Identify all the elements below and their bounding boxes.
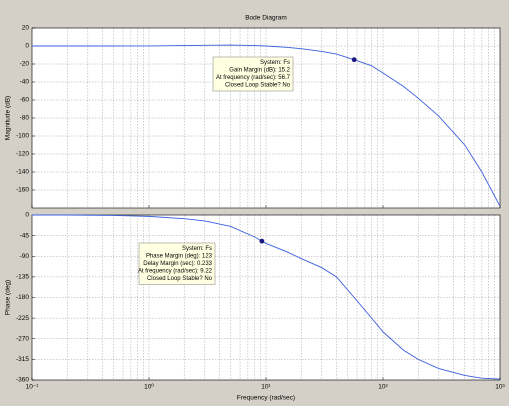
curve: [32, 44, 501, 207]
y-tick-label: -40: [20, 79, 30, 86]
datatip-text: At frequency (rad/sec): 9.22: [138, 269, 213, 275]
y-tick-label: -225: [16, 315, 29, 322]
y-tick-label: -160: [16, 187, 29, 194]
y-tick-label: -80: [20, 115, 30, 122]
y-tick-label: -315: [16, 356, 29, 363]
y-tick-label: -135: [16, 274, 29, 281]
chart-title: Bode Diagram: [245, 15, 287, 22]
datatip-text: System: Fs: [260, 60, 290, 66]
y-tick-label: -100: [16, 133, 29, 140]
y-tick-label: -140: [16, 169, 29, 176]
y-tick-label: -60: [20, 97, 30, 104]
y-axis-label: Phase (deg): [5, 280, 12, 315]
datatip-text: Gain Margin (dB): 15.2: [229, 68, 290, 74]
curve: [32, 214, 501, 380]
y-tick-label: -45: [20, 232, 30, 239]
x-axis-label: Frequency (rad/sec): [237, 395, 295, 402]
x-tick-label: 10¹: [261, 384, 271, 391]
y-tick-label: 20: [22, 25, 30, 32]
y-tick-label: -90: [20, 253, 30, 260]
y-tick-label: -120: [16, 151, 29, 158]
axes-frame: [31, 214, 501, 381]
y-tick-label: -180: [16, 294, 29, 301]
y-tick-label: -270: [16, 335, 29, 342]
datatip-marker: [259, 238, 265, 244]
datatip-marker: [351, 57, 357, 63]
y-tick-label: -20: [20, 61, 30, 68]
y-axis-label: Magnitude (dB): [5, 96, 12, 140]
x-tick-label: 10⁻¹: [26, 384, 40, 391]
x-tick-label: 10⁰: [144, 383, 154, 391]
datatip-box: [138, 242, 216, 285]
datatip-text: System: Fs: [182, 246, 212, 252]
x-tick-label: 10³: [495, 384, 505, 391]
datatip-text: Phase Margin (deg): 123: [146, 254, 213, 260]
datatip-text: Closed Loop Stable? No: [147, 276, 213, 282]
axes-frame: [31, 27, 501, 209]
datatip-text: Closed Loop Stable? No: [225, 83, 291, 89]
y-tick-label: 0: [25, 212, 29, 219]
y-tick-label: -360: [16, 377, 29, 384]
x-tick-label: 10²: [378, 384, 388, 391]
y-tick-label: 0: [25, 43, 29, 50]
datatip-box: [212, 56, 294, 92]
datatip-text: At frequency (rad/sec): 56.7: [216, 75, 291, 81]
datatip-text: Delay Margin (sec): 0.233: [143, 261, 212, 267]
